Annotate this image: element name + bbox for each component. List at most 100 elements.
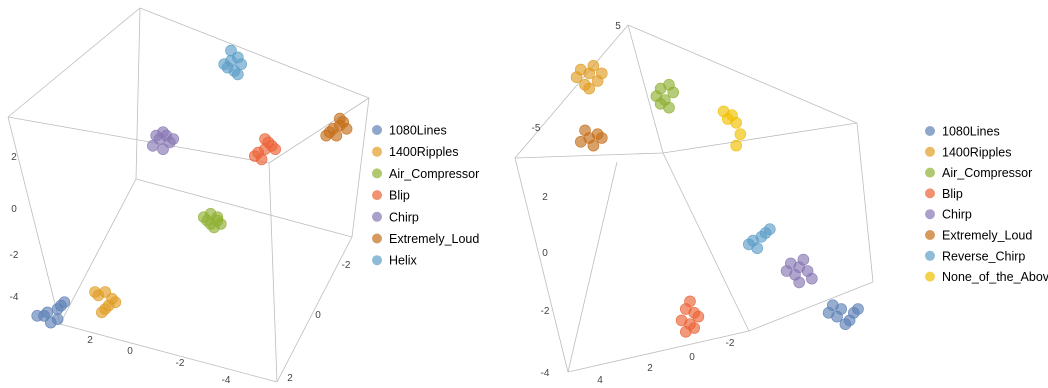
legend-label: 1080Lines	[389, 124, 447, 138]
left-tick-label: -4	[222, 375, 231, 386]
legend-marker	[372, 211, 382, 222]
data-point	[688, 322, 701, 334]
left-3d-scatter-panel: 2 0 -2 -4 -2 0 2 -4 -2 0 2	[7, 7, 370, 386]
right-axis-ticks: 4 2 0 -2 5 -5 -4 -2 0 2	[532, 21, 735, 386]
legend-label: Reverse_Chirp	[942, 249, 1025, 263]
legend-marker	[372, 125, 382, 135]
data-point	[167, 133, 179, 145]
data-point	[320, 129, 333, 142]
right-data-points	[570, 60, 864, 338]
data-point	[340, 123, 353, 135]
legend-marker	[925, 230, 935, 240]
data-point	[587, 139, 600, 152]
data-point	[763, 223, 776, 235]
data-point	[583, 82, 596, 95]
legend-label: Helix	[389, 254, 418, 268]
left-axis-ticks: 2 0 -2 -4 -2 0 2 -4 -2 0 2	[10, 152, 351, 386]
legend-marker	[372, 233, 382, 244]
data-point	[667, 86, 680, 99]
legend-label: Air_Compressor	[942, 166, 1032, 180]
data-point	[109, 296, 122, 309]
right-tick-label: -2	[541, 306, 550, 317]
legend-marker	[925, 126, 935, 136]
left-tick-label: -4	[10, 292, 19, 303]
left-tick-label: 0	[11, 204, 17, 215]
data-point	[44, 316, 57, 329]
legend-marker	[925, 271, 935, 282]
right-tick-label: 0	[542, 248, 548, 259]
left-tick-label: -2	[176, 358, 185, 369]
left-box-frame	[7, 7, 370, 383]
right-tick-label: 2	[647, 363, 653, 374]
right-3d-scatter-panel: 4 2 0 -2 5 -5 -4 -2 0 2	[514, 21, 874, 386]
legend-label: Blip	[942, 187, 963, 201]
data-point	[147, 140, 159, 152]
legend-marker	[372, 168, 382, 179]
legend-label: 1400Ripples	[389, 145, 459, 159]
legend-label: Chirp	[942, 208, 972, 222]
legend-marker	[925, 250, 935, 261]
right-tick-label: 4	[597, 375, 603, 386]
legend-marker	[925, 188, 935, 199]
data-point	[780, 265, 793, 277]
data-point	[269, 143, 282, 155]
legend-label: 1080Lines	[942, 125, 1000, 139]
left-tick-label: 2	[87, 335, 93, 346]
legend-label: 1400Ripples	[942, 145, 1012, 159]
data-point	[595, 132, 608, 144]
left-tick-label: 0	[315, 310, 321, 321]
data-point	[684, 295, 696, 308]
legend-marker	[372, 146, 382, 157]
data-point	[333, 112, 346, 125]
left-tick-label: 2	[11, 152, 17, 163]
right-legend: 1080Lines 1400Ripples Air_Compressor Blip Ch…	[925, 125, 1048, 284]
data-point	[579, 124, 591, 137]
data-point	[218, 58, 230, 70]
legend-label: None_of_the_Above	[942, 270, 1048, 284]
legend-label: Chirp	[389, 210, 419, 224]
left-legend: 1080Lines 1400Ripples Air_Compressor Blip Ch…	[372, 124, 479, 268]
left-tick-label: -2	[342, 260, 351, 271]
data-point	[742, 238, 755, 251]
data-point	[89, 286, 101, 298]
data-point	[734, 128, 747, 140]
data-point	[225, 44, 237, 57]
data-point	[822, 306, 835, 319]
data-point	[570, 71, 583, 83]
legend-marker	[372, 255, 382, 266]
data-point	[574, 136, 587, 148]
data-point	[235, 58, 247, 70]
data-point	[259, 133, 271, 145]
data-point	[805, 272, 818, 285]
legend-marker	[925, 167, 935, 178]
data-point	[330, 129, 343, 142]
data-point	[587, 60, 600, 72]
data-point	[249, 150, 261, 162]
data-point	[595, 67, 608, 80]
data-point	[730, 139, 743, 152]
data-point	[232, 68, 244, 81]
left-data-points	[31, 44, 353, 329]
right-tick-label: -2	[726, 338, 735, 349]
legend-label: Extremely_Loud	[389, 232, 479, 246]
data-point	[852, 303, 864, 315]
legend-marker	[372, 190, 382, 201]
right-tick-label: -4	[541, 368, 550, 379]
left-tick-label: 2	[287, 373, 293, 384]
legend-marker	[925, 209, 935, 220]
data-point	[797, 253, 810, 266]
data-point	[721, 113, 734, 125]
data-point	[150, 129, 162, 142]
left-tick-label: 0	[127, 346, 133, 357]
data-point	[96, 306, 108, 319]
data-point	[58, 296, 71, 309]
data-point	[663, 101, 675, 114]
right-box-frame	[514, 24, 874, 373]
left-tick-label: -2	[10, 250, 19, 261]
data-point	[692, 310, 705, 323]
legend-label: Extremely_Loud	[942, 229, 1032, 243]
right-tick-label: -5	[532, 123, 541, 134]
right-tick-label: 5	[615, 21, 621, 32]
data-point	[839, 318, 852, 331]
